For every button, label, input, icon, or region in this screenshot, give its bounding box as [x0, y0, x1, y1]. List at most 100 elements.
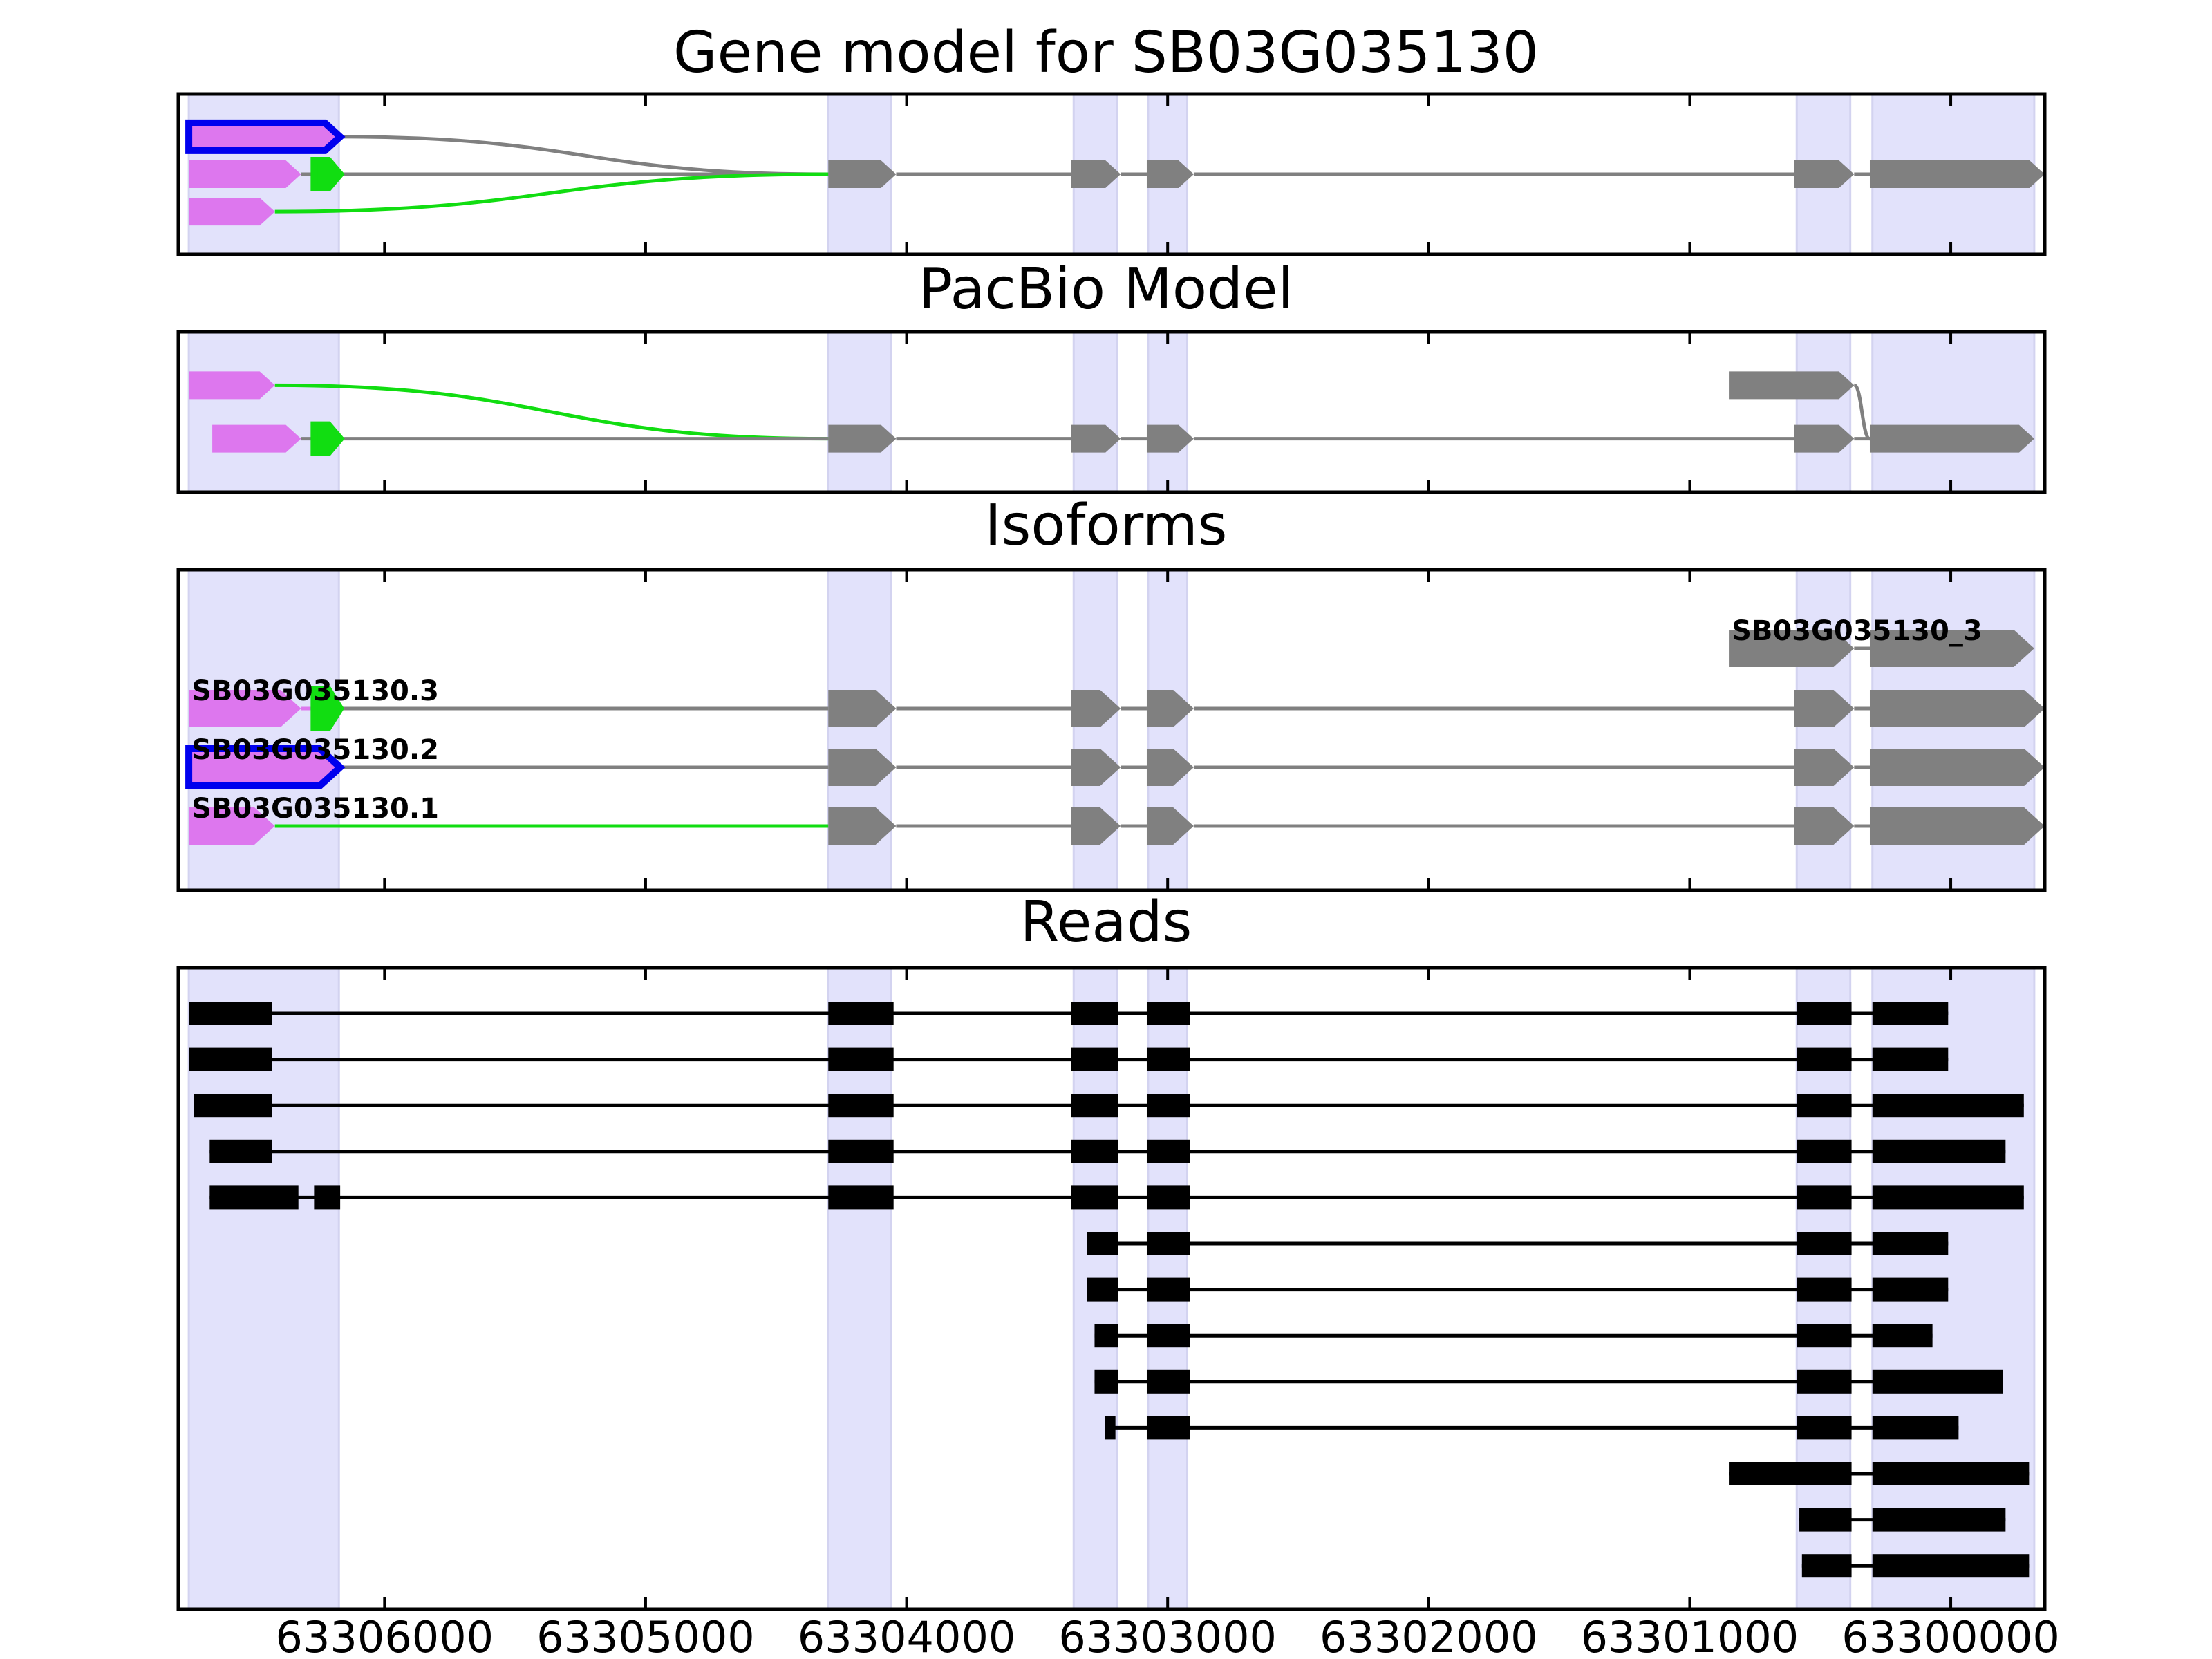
splice-edges [274, 383, 1871, 441]
read-block [1872, 1416, 1959, 1440]
read-block [1872, 1324, 1933, 1348]
splice-edge [1853, 383, 1871, 441]
read-block [1872, 1462, 2030, 1485]
read-track [1799, 1508, 2006, 1532]
exon-node [189, 371, 275, 400]
isoform-exon [828, 749, 897, 786]
exon-node [1794, 424, 1855, 453]
read-block [209, 1139, 272, 1163]
read-track [209, 1185, 2024, 1210]
read-block [1146, 1047, 1190, 1071]
read-block [1872, 1047, 1949, 1071]
isoform-label: SB03G035130.3 [191, 675, 439, 707]
read-block [1146, 1324, 1190, 1348]
panel-frame [176, 966, 2047, 1611]
read-block [828, 1185, 894, 1210]
isoform-track: SB03G035130.2 [185, 734, 2045, 789]
isoform-exon [1869, 630, 2034, 667]
isoform-exon [189, 807, 275, 845]
isoforms-plot: SB03G035130_3 SB03G035130.3 SB03G035130.2 S… [176, 568, 2047, 892]
isoform-track: SB03G035130.1 [189, 793, 2045, 845]
read-block [1146, 1139, 1190, 1163]
x-tick-label: 63306000 [276, 1612, 494, 1659]
read-block [828, 1139, 894, 1163]
isoform-exon [828, 690, 897, 727]
panel-title-reads: Reads [1020, 890, 1192, 955]
isoform-exon [1869, 807, 2045, 845]
read-block [1801, 1554, 1852, 1578]
reads-plot [176, 966, 2047, 1611]
read-block [1872, 1002, 1949, 1025]
shaded-exon-region [1871, 330, 2036, 494]
read-block [1872, 1277, 1949, 1302]
splice-edges [274, 135, 1870, 214]
read-block [1872, 1369, 2003, 1394]
isoform-exon [828, 807, 897, 845]
read-track [1801, 1554, 2030, 1578]
read-block [1146, 1369, 1190, 1394]
exon-node [1869, 424, 2034, 453]
read-block [1872, 1094, 2024, 1118]
exon-nodes [185, 119, 2045, 226]
read-block [1071, 1139, 1118, 1163]
read-track [1087, 1277, 1949, 1302]
isoform-exon [1146, 690, 1194, 727]
read-block [1105, 1416, 1116, 1440]
exon-node [1869, 160, 2045, 188]
panel-frame [176, 568, 2047, 892]
isoform-exon [1146, 807, 1194, 845]
read-block [1071, 1002, 1118, 1025]
isoform-track: SB03G035130_3 [1729, 615, 2034, 667]
read-block [1146, 1002, 1190, 1025]
isoform-exon [1729, 630, 1855, 667]
read-block [1094, 1324, 1118, 1348]
read-track [209, 1139, 2006, 1163]
isoform-label: SB03G035130.1 [191, 793, 439, 825]
read-track [1105, 1416, 1959, 1440]
read-block [1797, 1277, 1852, 1302]
isoform-exon [1071, 807, 1121, 845]
read-block [1146, 1094, 1190, 1118]
exon-node [212, 424, 301, 453]
read-block [1872, 1508, 2006, 1532]
read-block [1797, 1324, 1852, 1348]
read-block [1087, 1277, 1118, 1302]
splice-edge [340, 135, 829, 176]
read-block [1146, 1277, 1190, 1302]
read-block [1729, 1462, 1852, 1485]
exon-node [1146, 160, 1194, 188]
isoform-exon [1794, 807, 1855, 845]
read-block [1071, 1094, 1118, 1118]
x-axis: 63306000 63305000 63304000 63303000 63302000… [276, 1612, 2060, 1659]
exon-nodes [189, 371, 2034, 456]
isoform-exon [310, 686, 345, 731]
read-block [189, 1047, 272, 1071]
isoform-exon [1071, 749, 1121, 786]
x-tick-label: 63303000 [1058, 1612, 1277, 1659]
shaded-exon-region [827, 330, 892, 494]
read-block [1146, 1416, 1190, 1440]
read-block [828, 1002, 894, 1025]
splice-edge [274, 172, 829, 214]
isoform-exon [1146, 749, 1194, 786]
x-tick-label: 63304000 [798, 1612, 1016, 1659]
exon-node [828, 160, 897, 188]
panel-reads: Reads [176, 890, 2047, 1611]
isoform-exon [1794, 690, 1855, 727]
exon-node [1071, 160, 1121, 188]
exon-node [828, 424, 897, 453]
shaded-exon-region [827, 966, 892, 1611]
panel-title-gene-model: Gene model for SB03G035130 [673, 20, 1539, 86]
read-block [1872, 1232, 1949, 1255]
read-block [1094, 1369, 1118, 1394]
panel-gene-model: Gene model for SB03G035130 [176, 20, 2047, 256]
shaded-exon-region [187, 330, 340, 494]
isoform-exon [1071, 690, 1121, 727]
isoform-exon [1794, 749, 1855, 786]
gene-model-plot [176, 92, 2047, 256]
isoform-label: SB03G035130.2 [191, 734, 439, 766]
exon-node [189, 160, 301, 188]
read-track [189, 1047, 1949, 1071]
exon-node [1071, 424, 1121, 453]
read-block [314, 1185, 341, 1210]
